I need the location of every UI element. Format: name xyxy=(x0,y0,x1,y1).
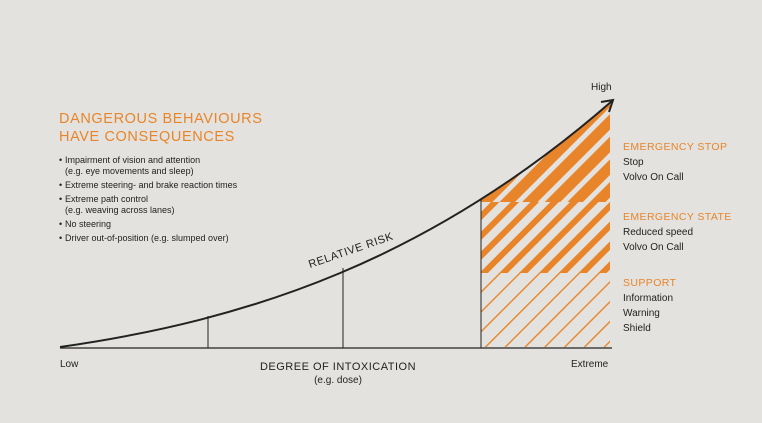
zone-heading: EMERGENCY STATE xyxy=(623,211,732,223)
list-item: Impairment of vision and attention(e.g. … xyxy=(59,155,319,177)
zone-support: SUPPORT Information Warning Shield xyxy=(623,276,676,336)
x-axis-subtitle: (e.g. dose) xyxy=(314,375,362,386)
y-high-label: High xyxy=(591,82,612,93)
relative-risk-curve xyxy=(59,100,613,348)
list-item: Extreme path control(e.g. weaving across… xyxy=(59,194,319,216)
list-item: Extreme steering- and brake reaction tim… xyxy=(59,180,319,191)
x-low-label: Low xyxy=(60,359,79,370)
zone-emergency-stop: EMERGENCY STOP Stop Volvo On Call xyxy=(623,140,727,185)
zone-heading: EMERGENCY STOP xyxy=(623,141,728,153)
zone-heading: SUPPORT xyxy=(623,277,677,289)
title-line: HAVE CONSEQUENCES xyxy=(59,129,235,145)
emergency-stop-zone xyxy=(481,103,610,202)
behaviour-list: Impairment of vision and attention(e.g. … xyxy=(59,155,319,247)
list-item: Driver out-of-position (e.g. slumped ove… xyxy=(59,233,319,244)
zone-emergency-state: EMERGENCY STATE Reduced speed Volvo On C… xyxy=(623,210,732,255)
title-line: DANGEROUS BEHAVIOURS xyxy=(59,111,263,127)
list-item: No steering xyxy=(59,219,319,230)
zone-item: Reduced speed xyxy=(623,227,694,238)
diagram-title: DANGEROUS BEHAVIOURS HAVE CONSEQUENCES xyxy=(59,110,263,146)
x-axis-title: DEGREE OF INTOXICATION (e.g. dose) xyxy=(218,360,458,388)
curve-label: RELATIVE RISK xyxy=(307,231,395,271)
curve-arrow-head xyxy=(600,98,615,113)
zone-item: Volvo On Call xyxy=(623,242,684,253)
zone-item: Volvo On Call xyxy=(623,172,684,183)
zone-item: Shield xyxy=(623,323,651,334)
zone-item: Warning xyxy=(623,308,660,319)
x-high-label: Extreme xyxy=(571,359,609,370)
zone-item: Information xyxy=(623,293,674,304)
emergency-state-zone xyxy=(481,202,610,273)
zone-item: Stop xyxy=(623,157,644,168)
support-zone xyxy=(481,273,610,347)
